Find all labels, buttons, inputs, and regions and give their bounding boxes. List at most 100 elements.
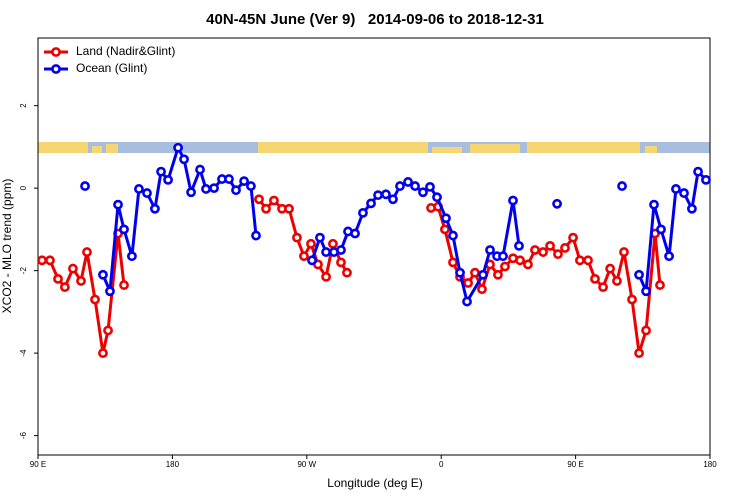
data-point [575,255,585,266]
plot-frame [37,37,711,456]
data-point [612,276,622,286]
data-point [315,232,325,243]
data-point [350,228,360,239]
y-tick-label: -2 [19,267,28,275]
data-point [261,203,271,214]
data-point [641,286,651,297]
data-point [701,174,711,185]
data-point [53,273,63,284]
x-tick-label: 90 W [297,460,316,469]
data-point [485,245,495,255]
data-point [251,230,261,241]
data-point [321,271,331,282]
data-point [76,276,86,286]
x-tick-label: 180 [703,460,717,469]
data-point [269,195,279,206]
data-point [381,189,391,200]
data-point [440,224,450,235]
legend-marker [51,64,61,74]
data-point [82,247,92,257]
data-point [463,278,473,288]
y-axis-label: XCO2 - MLO trend (ppm) [0,179,14,314]
data-point [80,181,90,191]
data-point [448,257,458,268]
data-point [201,184,211,194]
data-point [98,348,108,359]
data-point [590,273,600,284]
data-point [671,184,681,194]
data-point [545,240,555,251]
data-point [627,294,637,305]
data-point [45,255,55,266]
data-point [664,251,674,262]
data-point [366,198,376,209]
data-point [425,181,435,192]
data-point [403,177,413,187]
data-point [306,238,316,249]
data-point [231,185,241,196]
data-point [163,174,173,185]
data-point [119,280,129,290]
y-tick-label: 0 [19,185,28,190]
data-point [299,251,309,262]
x-tick-label: 180 [166,460,180,469]
data-point [478,269,488,280]
data-point [292,232,302,243]
x-tick-label: 0 [439,460,444,469]
land-mask-strip [38,142,710,153]
data-point [493,269,503,280]
data-point [418,187,428,198]
data-point [530,245,540,255]
data-point [186,187,196,198]
data-point [500,261,510,272]
data-point [246,181,256,191]
data-point [560,243,570,253]
data-point [553,249,563,260]
data-point [583,255,593,266]
data-point [254,194,264,205]
chart-title: 40N-45N June (Ver 9) 2014-09-06 to 2018-… [206,11,544,28]
data-point [307,255,317,266]
data-point [649,199,659,210]
data-point [342,267,352,278]
data-point [37,255,47,266]
x-tick-label: 90 E [30,460,46,469]
data-point [410,181,420,191]
legend-label: Ocean (Glint) [76,61,147,75]
data-point [641,325,651,336]
data-point [605,263,615,274]
data-point [105,286,115,297]
data-point [127,251,137,262]
data-point [142,188,152,198]
data-point [617,181,627,191]
data-point [336,245,346,255]
data-point [119,224,129,235]
data-point [432,192,442,203]
data-point [224,174,234,184]
data-point [515,255,525,266]
y-tick-label: -6 [19,432,28,440]
data-point [634,348,644,359]
x-axis-label: Longitude (deg E) [327,476,422,490]
legend-label: Land (Nadir&Glint) [76,44,175,58]
data-point [634,269,644,280]
data-point [655,280,665,290]
data-point [679,188,689,198]
data-point [134,184,144,194]
data-point [441,213,451,224]
data-point [687,203,697,214]
data-point [568,232,578,243]
data-point [477,284,487,295]
data-point [239,176,249,187]
data-point [59,282,70,293]
data-point [209,183,219,194]
data-point [321,247,331,257]
data-point [179,154,189,165]
y-tick-label: 2 [19,103,28,108]
data-point [693,166,703,177]
data-point [284,203,294,214]
data-point [173,142,183,153]
data-point [395,181,405,191]
data-point [656,224,666,235]
